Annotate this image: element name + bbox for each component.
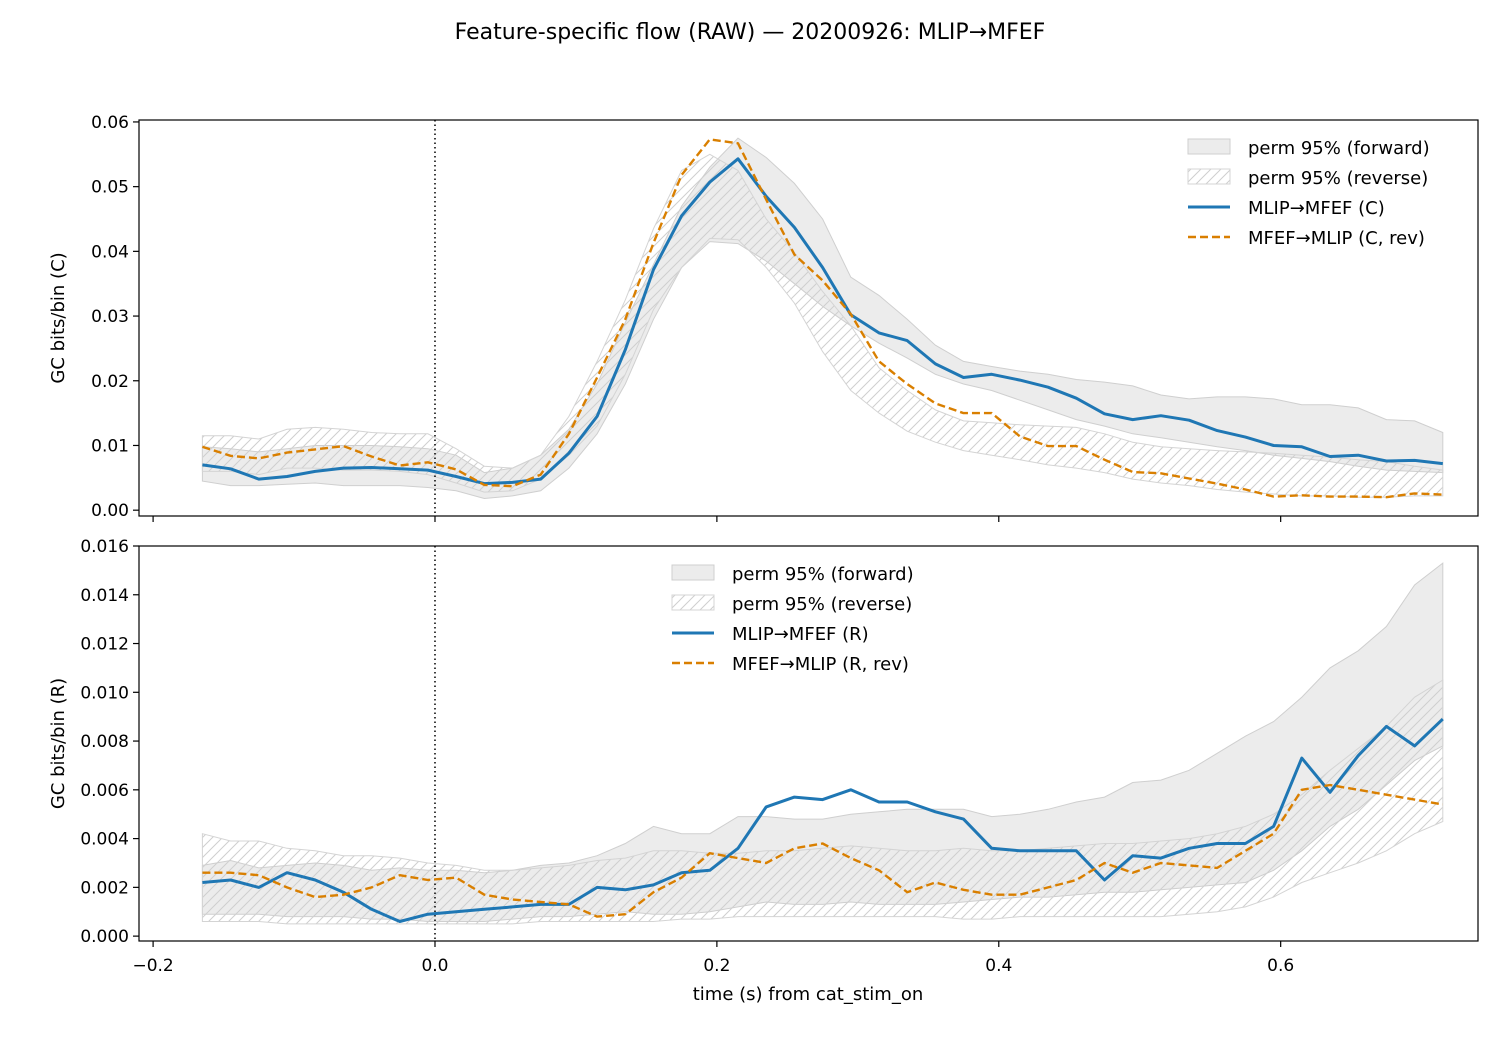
legend-label: perm 95% (reverse) — [732, 594, 912, 615]
x-tick-label: −0.2 — [132, 956, 173, 976]
y-tick-label: 0.006 — [80, 781, 129, 801]
legend-swatch-reverse-band — [671, 594, 715, 611]
y-tick-label: 0.02 — [91, 372, 129, 392]
series-line-forward — [202, 718, 1444, 923]
plot-frame — [138, 545, 1479, 942]
legend-label: MLIP→MFEF (C) — [1248, 198, 1385, 219]
x-axis-label: time (s) from cat_stim_on — [693, 984, 924, 1005]
band-reverse — [201, 679, 1444, 925]
y-axis-label: GC bits/bin (C) — [48, 252, 69, 383]
y-tick-label: 0.06 — [91, 113, 129, 133]
legend-label: perm 95% (forward) — [1248, 138, 1430, 159]
y-tick-label: 0.000 — [80, 927, 129, 947]
panel-bottom: 0.000 0.002 0.004 0.006 0.008 0.010 0.012 0.014… — [48, 537, 1479, 976]
figure-title: Feature-specific flow (RAW) — 20200926: … — [455, 20, 1046, 45]
panel-top: 0.00 0.01 0.02 0.03 0.04 0.05 0.06 GC bits/bin … — [48, 113, 1479, 522]
y-tick-label: 0.00 — [91, 501, 129, 521]
legend-label: MFEF→MLIP (R, rev) — [732, 654, 909, 675]
legend-label: perm 95% (forward) — [732, 564, 914, 585]
legend-label: perm 95% (reverse) — [1248, 168, 1428, 189]
legend-swatch-forward-band — [671, 564, 715, 581]
x-tick-label: 0.0 — [421, 956, 448, 976]
y-tick-label: 0.012 — [80, 635, 129, 655]
x-tick-label: 0.4 — [985, 956, 1012, 976]
band-reverse — [201, 153, 1444, 498]
plot-frame — [138, 119, 1479, 517]
y-tick-label: 0.002 — [80, 878, 129, 898]
legend-label: MFEF→MLIP (C, rev) — [1248, 228, 1425, 249]
y-tick-label: 0.016 — [80, 537, 129, 557]
series-line-reverse — [202, 783, 1444, 918]
x-tick-label: 0.6 — [1267, 956, 1294, 976]
y-tick-label: 0.010 — [80, 683, 129, 703]
y-tick-label: 0.03 — [91, 307, 129, 327]
y-tick-label: 0.05 — [91, 178, 129, 198]
y-axis-label: GC bits/bin (R) — [48, 678, 69, 809]
y-tick-label: 0.014 — [80, 586, 129, 606]
y-tick-label: 0.004 — [80, 830, 129, 850]
legend-swatch-forward-band — [1187, 138, 1231, 155]
x-tick-label: 0.2 — [703, 956, 730, 976]
y-tick-label: 0.04 — [91, 242, 129, 262]
series-line-reverse — [202, 138, 1443, 499]
series-line-forward — [202, 157, 1443, 486]
y-tick-label: 0.008 — [80, 732, 129, 752]
legend-swatch-reverse-band — [1187, 168, 1231, 185]
legend-label: MLIP→MFEF (R) — [732, 624, 869, 645]
y-tick-label: 0.01 — [91, 436, 129, 456]
